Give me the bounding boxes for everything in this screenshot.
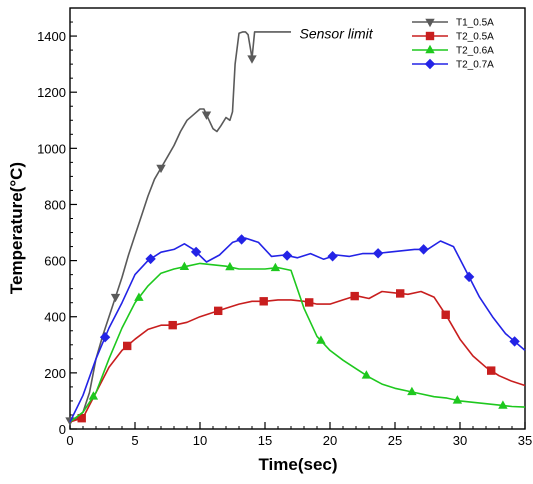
series-point-T2_0.6A	[225, 261, 235, 271]
series-point-T1_0.5A	[201, 111, 212, 120]
series-point-T2_0.7A	[99, 332, 111, 343]
x-tick-label: 20	[323, 433, 337, 448]
legend-label: T2_0.5A	[456, 32, 494, 43]
legend-marker-T2_0.7A	[424, 58, 436, 70]
series-point-T2_0.6A	[452, 395, 463, 404]
y-axis-title-group: Temperature(°C)	[7, 162, 26, 294]
y-tick-label: 0	[59, 422, 66, 437]
legend-box	[406, 10, 522, 72]
y-tick-label: 1200	[37, 85, 66, 100]
series-point-T2_0.7A	[327, 251, 338, 262]
legend-label: T2_0.7A	[456, 60, 494, 71]
series-point-T2_0.6A	[88, 391, 99, 400]
series-line-T1_0.5A	[69, 31, 291, 422]
x-axis-title-group: Time(sec)	[258, 455, 337, 474]
series-point-T2_0.7A	[190, 246, 202, 258]
series-point-T2_0.5A	[396, 289, 405, 298]
series-point-T2_0.7A	[509, 336, 520, 347]
legend-label: T2_0.6A	[456, 46, 494, 57]
series-point-T2_0.5A	[123, 341, 132, 351]
legend-marker-T2_0.6A	[425, 44, 435, 54]
series-point-T2_0.6A	[407, 386, 417, 396]
series-line-T2_0.6A	[69, 262, 526, 423]
series-point-T2_0.7A	[372, 248, 384, 259]
series-line-T2_0.5A	[69, 290, 526, 423]
series-point-T2_0.5A	[214, 306, 223, 316]
series-point-T2_0.6A	[361, 370, 372, 379]
y-tick-label: 1000	[37, 141, 66, 156]
y-tick-label: 800	[44, 197, 66, 212]
x-tick-label: 15	[258, 433, 272, 448]
series-point-T2_0.5A	[305, 298, 314, 307]
series-point-T2_0.7A	[463, 271, 475, 283]
series-point-T2_0.6A	[316, 335, 326, 344]
series-point-T2_0.5A	[77, 413, 86, 423]
series-point-T2_0.6A	[134, 292, 144, 301]
x-tick-label: 10	[193, 433, 207, 448]
y-tick-label: 200	[44, 366, 66, 381]
x-tick-label: 0	[66, 433, 73, 448]
series-point-T1_0.5A	[247, 55, 257, 64]
y-tick-label: 400	[44, 310, 66, 325]
series-point-T2_0.5A	[259, 297, 268, 306]
x-tick-label: 30	[453, 433, 467, 448]
series-point-T2_0.7A	[418, 244, 429, 255]
series-point-T2_0.5A	[350, 291, 359, 301]
series-point-T2_0.7A	[236, 234, 247, 245]
series-point-T2_0.6A	[270, 262, 281, 272]
series-point-T2_0.7A	[145, 253, 156, 265]
series-point-T1_0.5A	[110, 293, 121, 303]
x-tick-label: 25	[388, 433, 402, 448]
series-point-T1_0.5A	[156, 164, 166, 174]
series-point-T2_0.6A	[498, 400, 508, 409]
series-point-T2_0.7A	[281, 250, 293, 261]
x-tick-label: 5	[131, 433, 138, 448]
series-point-T2_0.5A	[441, 310, 450, 319]
y-tick-label: 600	[44, 254, 66, 269]
x-tick-label: 35	[518, 433, 532, 448]
legend-marker-T2_0.5A	[425, 31, 435, 41]
series-point-T2_0.5A	[168, 320, 177, 330]
legend-label: T1_0.5A	[456, 18, 494, 29]
x-axis-title: Time(sec)	[258, 455, 337, 474]
legend-marker-T1_0.5A	[425, 18, 435, 28]
series-line-T2_0.7A	[69, 237, 526, 423]
series-point-T2_0.6A	[179, 261, 190, 270]
series-point-T2_0.5A	[487, 366, 496, 375]
y-tick-label: 1400	[37, 29, 66, 44]
sensor-limit-annotation: Sensor limit	[300, 25, 374, 41]
y-axis-title: Temperature(°C)	[7, 162, 26, 294]
